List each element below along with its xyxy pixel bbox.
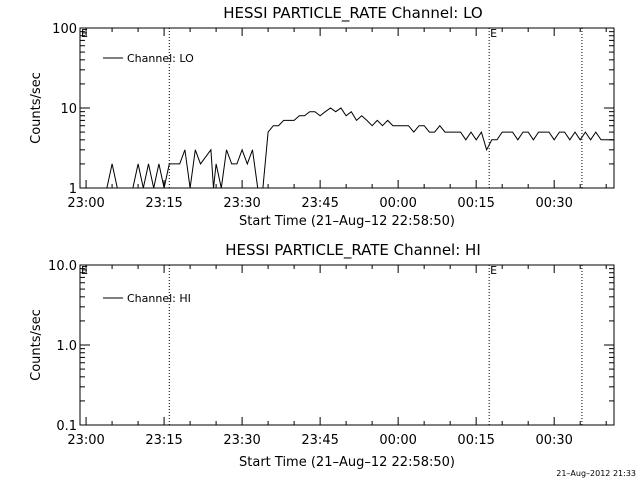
x-tick-label: 23:00 — [67, 196, 104, 211]
x-axis-label: Start Time (21–Aug–12 22:58:50) — [239, 455, 455, 470]
timestamp: 21–Aug–2012 21:33 — [556, 469, 636, 478]
chart-title: HESSI PARTICLE_RATE Channel: HI — [225, 241, 481, 260]
corner-label: E — [81, 27, 88, 40]
x-tick-label: 23:15 — [145, 196, 182, 211]
legend-label: Channel: LO — [127, 52, 194, 65]
x-tick-label: 23:00 — [67, 433, 104, 448]
x-tick-label: 00:15 — [457, 433, 494, 448]
corner-label: E — [81, 264, 88, 277]
x-tick-label: 23:45 — [301, 433, 338, 448]
x-tick-label: 00:00 — [379, 196, 416, 211]
x-tick-label: 00:00 — [379, 433, 416, 448]
y-tick-label: 1 — [69, 182, 77, 197]
y-tick-label: 0.1 — [56, 419, 77, 434]
y-tick-label: 1.0 — [56, 339, 77, 354]
legend: Channel: HI — [103, 292, 191, 305]
x-tick-label: 00:30 — [535, 433, 572, 448]
x-tick-label: 23:15 — [145, 433, 182, 448]
y-axis-label: Counts/sec — [29, 72, 44, 144]
panel-lo: HESSI PARTICLE_RATE Channel: LO Counts/s… — [29, 4, 615, 229]
y-tick-label: 10.0 — [48, 259, 77, 274]
y-axis-label: Counts/sec — [29, 309, 44, 381]
time-marker-label: E — [490, 264, 497, 277]
x-tick-label: 00:30 — [535, 196, 572, 211]
panel-hi: HESSI PARTICLE_RATE Channel: HI Counts/s… — [29, 241, 615, 470]
x-axis-label: Start Time (21–Aug–12 22:58:50) — [239, 214, 455, 229]
x-tick-label: 23:30 — [223, 196, 260, 211]
x-tick-label: 23:45 — [301, 196, 338, 211]
time-marker-label: E — [490, 27, 497, 40]
legend-label: Channel: HI — [127, 292, 191, 305]
plot-frame — [79, 264, 615, 426]
y-tick-label: 100 — [52, 22, 77, 37]
legend: Channel: LO — [103, 52, 194, 65]
y-tick-label: 10 — [60, 102, 77, 117]
series-line — [80, 107, 614, 189]
x-tick-label: 00:15 — [457, 196, 494, 211]
chart-title: HESSI PARTICLE_RATE Channel: LO — [223, 4, 482, 23]
x-tick-label: 23:30 — [223, 433, 260, 448]
